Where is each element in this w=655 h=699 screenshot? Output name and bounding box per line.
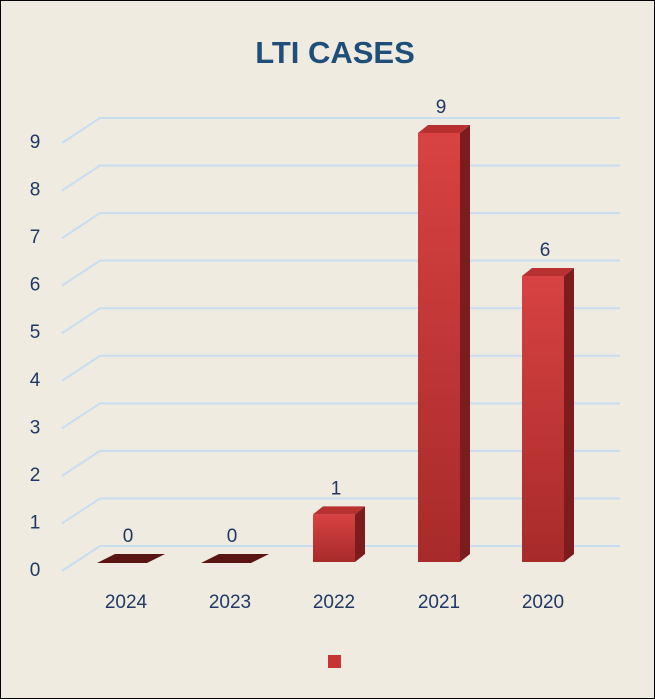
y-tick-label: 1 [30,512,41,533]
bar-front [522,276,564,562]
data-label: 1 [331,478,342,499]
bar-top [201,554,269,563]
bar-top [97,554,165,563]
y-tick-label: 2 [30,465,41,486]
y-tick-label: 4 [30,370,41,391]
x-tick-label: 2021 [418,592,460,613]
bar-top [418,125,470,133]
x-tick-label: 2024 [105,592,148,613]
data-label: 0 [123,526,134,547]
data-label: 9 [436,97,447,118]
y-tick-label: 7 [30,227,41,248]
grid-line [61,117,620,144]
y-tick-label: 8 [30,180,41,201]
bar [201,554,269,563]
y-tick-label: 6 [30,275,41,296]
x-tick-label: 2022 [313,592,355,613]
y-tick-label: 5 [30,322,41,343]
bar [313,506,365,562]
data-label: 6 [540,240,551,261]
bar-side [564,268,574,562]
bar-front [418,133,460,562]
plot: 0 1 2 3 4 5 6 7 8 9 2024 0 2023 0 2022 1 2021 9 2020 6 [30,97,620,613]
bar [522,268,574,562]
bar-side [460,125,470,562]
bar [97,554,165,563]
y-tick-label: 9 [30,132,41,153]
bar-top [522,268,574,276]
y-tick-label: 0 [30,560,41,581]
x-tick-label: 2020 [522,592,564,613]
bar [418,125,470,562]
bar-front [313,514,355,562]
bar-side [355,506,365,562]
chart-title: LTI CASES [255,35,415,70]
data-label: 0 [227,526,238,547]
bar-top [313,506,365,515]
x-tick-label: 2023 [209,592,251,613]
legend-swatch [328,655,341,668]
y-tick-label: 3 [30,417,41,438]
